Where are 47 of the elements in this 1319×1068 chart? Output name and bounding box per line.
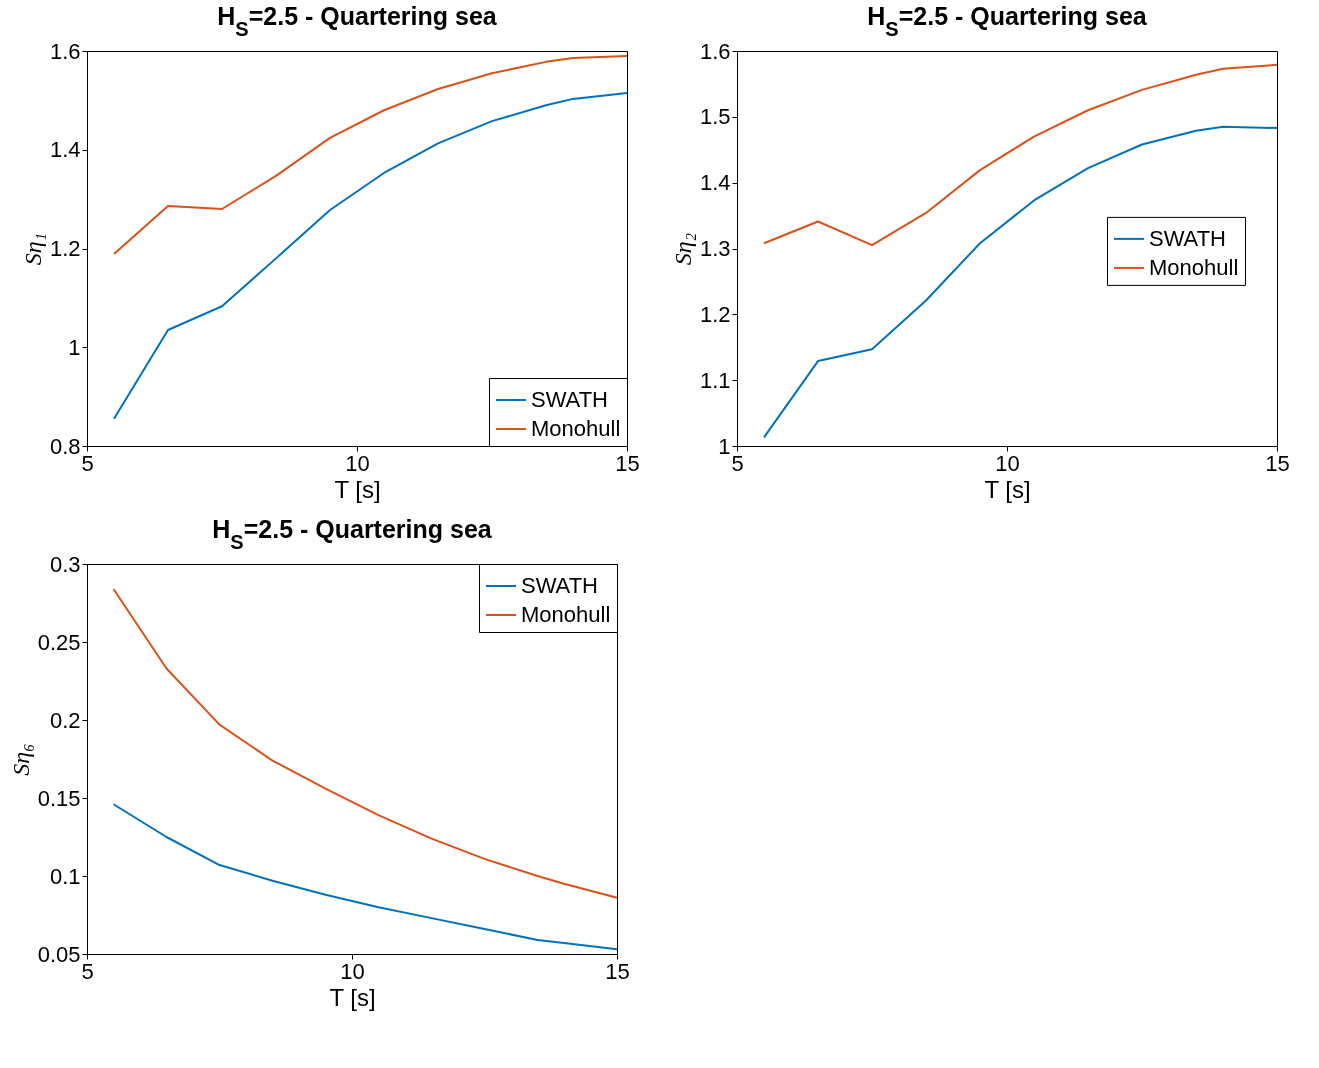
y-tick-label: 0.2 bbox=[49, 707, 81, 733]
chart-title: H$_{S}$=2.5 - Quartering sea bbox=[217, 2, 498, 40]
y-tick-label: 1.6 bbox=[49, 38, 81, 64]
x-axis-title: T [s] bbox=[329, 983, 376, 1011]
x-tick-label: 10 bbox=[340, 958, 365, 984]
y-tick-label: 1 bbox=[718, 433, 731, 459]
legend-label: SWATH bbox=[1149, 225, 1226, 251]
y-tick-label: 1.3 bbox=[699, 236, 731, 261]
x-axis-title: T [s] bbox=[334, 475, 381, 503]
y-axis-title: Sη₂ bbox=[669, 232, 696, 266]
y-tick-label: 1.1 bbox=[699, 367, 731, 393]
chart-title: H$_{S}$=2.5 - Quartering sea bbox=[212, 515, 493, 553]
line-series bbox=[113, 54, 628, 255]
y-tick-label: 0.8 bbox=[49, 433, 81, 459]
x-axis-title: T [s] bbox=[984, 475, 1031, 503]
chart-title: H$_{S}$=2.5 - Quartering sea bbox=[867, 2, 1148, 40]
x-tick-label: 10 bbox=[345, 450, 370, 476]
y-axis-title: Sη₁ bbox=[19, 232, 46, 266]
line-series bbox=[112, 803, 618, 951]
y-tick-label: 1.2 bbox=[699, 301, 731, 327]
x-tick-label: 10 bbox=[995, 450, 1020, 476]
y-tick-label: 1.4 bbox=[49, 137, 81, 163]
legend-label: Monohull bbox=[521, 602, 611, 627]
line-series bbox=[763, 125, 1278, 439]
y-tick-label: 1.5 bbox=[699, 104, 731, 130]
x-tick-label: 15 bbox=[605, 958, 630, 984]
legend-label: SWATH bbox=[531, 387, 608, 412]
y-tick-label: 1 bbox=[68, 334, 81, 360]
y-tick-label: 0.05 bbox=[37, 941, 81, 967]
y-tick-label: 0.25 bbox=[37, 629, 81, 655]
y-tick-label: 0.1 bbox=[49, 863, 81, 889]
y-tick-label: 0.3 bbox=[49, 551, 81, 577]
y-tick-label: 0.15 bbox=[37, 785, 81, 811]
legend-label: SWATH bbox=[521, 573, 598, 598]
y-axis-title: Sη₆ bbox=[7, 743, 34, 776]
x-tick-label: 5 bbox=[81, 450, 94, 476]
x-tick-label: 5 bbox=[731, 450, 744, 476]
line-series bbox=[763, 63, 1278, 247]
legend-label: Monohull bbox=[531, 416, 621, 441]
y-tick-label: 1.4 bbox=[699, 170, 731, 196]
legend-label: Monohull bbox=[1149, 254, 1239, 280]
x-tick-label: 15 bbox=[1265, 450, 1290, 476]
y-tick-label: 1.2 bbox=[49, 236, 81, 261]
line-series bbox=[113, 91, 628, 420]
y-tick-label: 1.6 bbox=[699, 38, 731, 64]
x-tick-label: 5 bbox=[81, 958, 94, 984]
x-tick-label: 15 bbox=[615, 450, 640, 476]
